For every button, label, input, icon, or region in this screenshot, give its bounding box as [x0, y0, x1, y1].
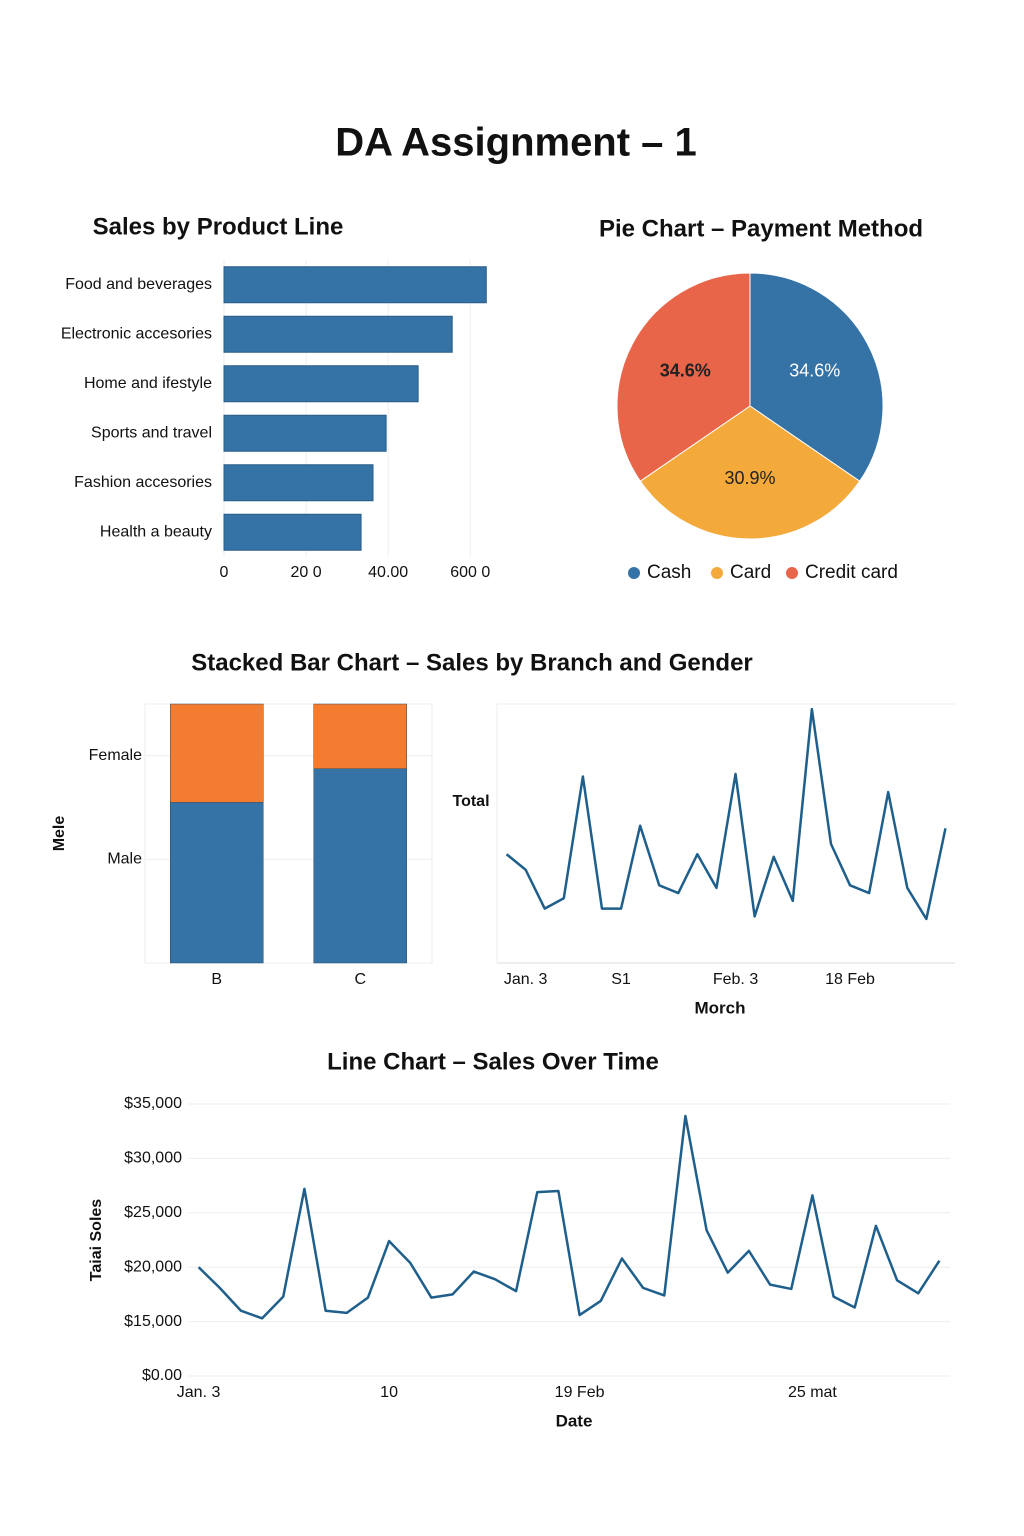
- y-tick-label: $35,000: [124, 1095, 182, 1112]
- x-tick-label: Feb. 3: [713, 971, 758, 988]
- y-tick-label: Female: [89, 747, 142, 764]
- bar-segment: [313, 703, 407, 769]
- bar: [223, 464, 374, 502]
- y-tick-label: $20,000: [124, 1258, 182, 1275]
- x-tick-label: 40.00: [368, 564, 408, 581]
- y-tick-label: Health a beauty: [100, 523, 212, 540]
- y-tick-label: Home and ifestyle: [84, 375, 212, 392]
- x-tick-label: S1: [611, 971, 631, 988]
- y-axis-title: Mele: [51, 816, 68, 852]
- data-label: 34.6%: [789, 361, 840, 381]
- legend-swatch: [711, 567, 723, 579]
- y-tick-label: $0.00: [142, 1367, 182, 1384]
- bar: [223, 266, 487, 304]
- data-label: 30.9%: [724, 468, 775, 488]
- x-tick-label: B: [211, 971, 222, 988]
- legend-swatch: [786, 567, 798, 579]
- bar: [223, 365, 419, 403]
- bar-segment: [170, 703, 264, 803]
- bar: [223, 414, 387, 452]
- y-tick-label: $30,000: [124, 1150, 182, 1167]
- x-tick-label: 20 0: [291, 564, 322, 581]
- data-label: 34.6%: [660, 361, 711, 381]
- x-tick-label: 10: [380, 1384, 398, 1401]
- x-tick-label: Jan. 3: [504, 971, 548, 988]
- line: [197, 1114, 941, 1320]
- x-axis-title: Morch: [695, 998, 746, 1017]
- y-tick-label: $15,000: [124, 1313, 182, 1330]
- chart-title: Stacked Bar Chart – Sales by Branch and …: [191, 649, 753, 676]
- x-tick-label: C: [354, 971, 366, 988]
- y-axis-title: Taiai Soles: [88, 1199, 105, 1282]
- y-axis-title: Total: [452, 793, 489, 810]
- pie-slice: [639, 405, 861, 540]
- line: [505, 707, 947, 921]
- chart-title: Sales by Product Line: [93, 213, 344, 240]
- y-tick-label: Sports and travel: [91, 424, 212, 441]
- legend-label: Cash: [647, 562, 691, 583]
- x-tick-label: 18 Feb: [825, 971, 875, 988]
- page-title: DA Assignment – 1: [335, 121, 697, 165]
- bar: [223, 315, 453, 353]
- bar: [223, 513, 362, 551]
- x-tick-label: 0: [220, 564, 229, 581]
- y-tick-label: $25,000: [124, 1204, 182, 1221]
- bar-segment: [313, 768, 407, 964]
- x-tick-label: 600 0: [450, 564, 490, 581]
- chart-title: Line Chart – Sales Over Time: [327, 1048, 659, 1075]
- y-tick-label: Fashion accesories: [74, 474, 212, 491]
- x-tick-label: 19 Feb: [555, 1384, 605, 1401]
- y-tick-label: Electronic accesories: [61, 325, 212, 342]
- chart-title: Pie Chart – Payment Method: [599, 215, 923, 242]
- x-tick-label: 25 mat: [788, 1384, 837, 1401]
- pie-slice: [616, 272, 751, 482]
- legend-swatch: [628, 567, 640, 579]
- plot-frame: [144, 703, 433, 964]
- x-axis-title: Date: [556, 1411, 593, 1430]
- legend-label: Card: [730, 562, 771, 583]
- legend-label: Credit card: [805, 562, 898, 583]
- pie-slice: [749, 272, 884, 482]
- bar-segment: [170, 802, 264, 964]
- y-tick-label: Food and beverages: [65, 276, 212, 293]
- y-tick-label: Male: [107, 851, 142, 868]
- x-tick-label: Jan. 3: [177, 1384, 221, 1401]
